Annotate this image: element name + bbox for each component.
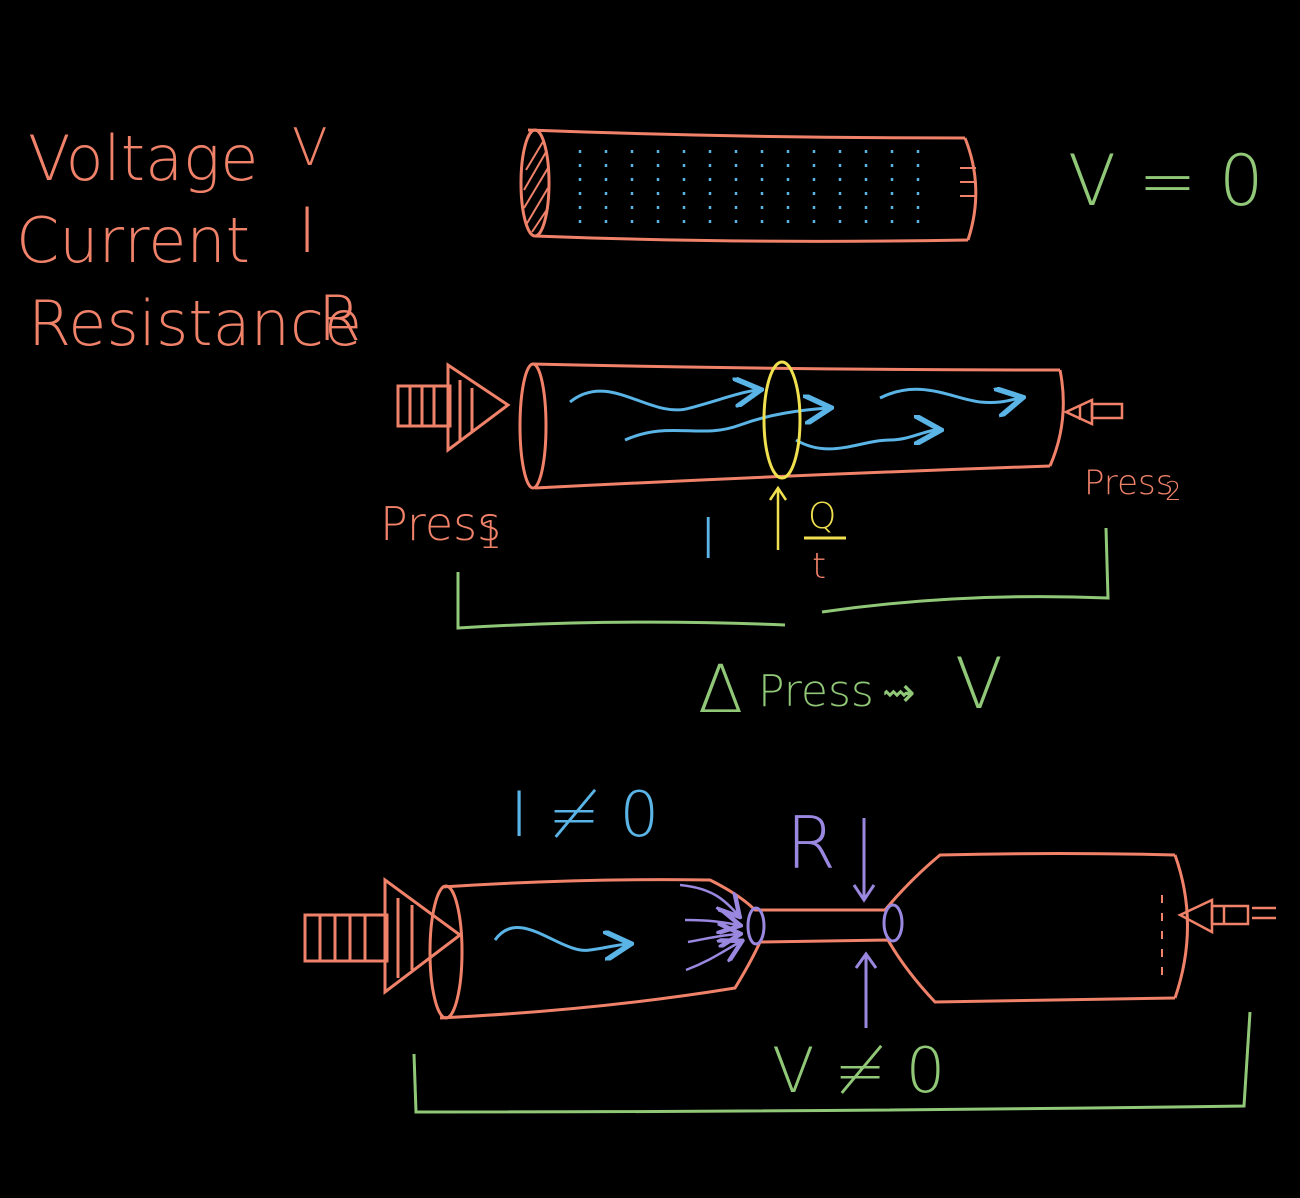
delta-symbol: Δ (698, 651, 743, 728)
legend-current-label: Current (16, 204, 250, 277)
bracket-left (456, 572, 786, 630)
pump-plunger-left (303, 877, 463, 996)
charge-dots (578, 150, 920, 228)
legend-resistance-label: Resistance (28, 287, 362, 360)
press2-label: Press (1084, 463, 1173, 503)
press1-subscript: 1 (478, 513, 502, 557)
nozzle-right (1177, 898, 1276, 935)
bracket-right (821, 527, 1110, 614)
maps-to-symbol: ⇝ (882, 670, 916, 716)
constriction-entry (746, 906, 766, 946)
pump-plunger-left (396, 362, 511, 453)
cross-section-pointer (768, 485, 788, 550)
current-symbol: I (700, 507, 717, 572)
voltage-zero-equation: V = 0 (1068, 140, 1264, 222)
pipe-resistance: I ≠ 0 R (303, 778, 1276, 1114)
legend-current-symbol: I (298, 194, 316, 267)
legend-voltage-label: Voltage (28, 122, 258, 195)
pipe-flow-left-end (518, 362, 548, 490)
squeeze-arrows (852, 818, 878, 1028)
delta-press-label: Press (758, 666, 874, 717)
legend-voltage-symbol: V (292, 118, 328, 178)
pipe-flow: I Q t Press 1 Press 2 Δ Press ⇝ V (380, 360, 1182, 728)
pipe-resistance-left-end (428, 884, 464, 1020)
legend: Voltage V Current I Resistance R (16, 118, 362, 360)
constriction-arrows (679, 883, 740, 972)
resistance-symbol: R (786, 801, 836, 885)
hatch-lines (523, 139, 976, 233)
fraction-denominator: t (812, 546, 826, 587)
fraction-numerator: Q (808, 496, 836, 537)
delta-voltage-symbol: V (955, 643, 1003, 725)
legend-resistance-symbol: R (318, 282, 361, 355)
current-nonzero-label: I ≠ 0 (510, 778, 659, 851)
voltage-nonzero-label: V ≠ 0 (772, 1034, 945, 1107)
pipe-static: V = 0 (519, 128, 1264, 243)
cross-section-ring (762, 360, 802, 480)
bracket-bottom (412, 1011, 1252, 1114)
press1-label: Press (380, 497, 501, 551)
press2-subscript: 2 (1165, 477, 1182, 507)
nozzle-right (1063, 398, 1124, 426)
flow-arrow (493, 926, 628, 950)
pipe-static-left-end (519, 128, 551, 238)
flow-arrows (569, 389, 1020, 451)
constriction-exit (882, 903, 904, 943)
